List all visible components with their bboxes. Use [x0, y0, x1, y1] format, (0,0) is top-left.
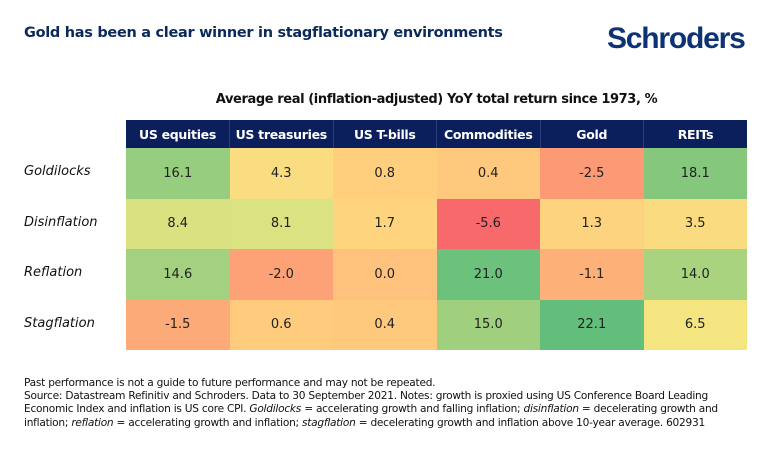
source-notes: Source: Datastream Refinitiv and Schrode…	[24, 390, 754, 430]
cell-goldilocks-us-equities: 16.1	[126, 148, 230, 199]
cell-disinflation-us-equities: 8.4	[126, 198, 230, 249]
cell-disinflation-gold: 1.3	[540, 198, 644, 249]
cell-disinflation-reits: 3.5	[643, 198, 747, 249]
cell-reflation-us-equities: 14.6	[126, 249, 230, 300]
row-stagflation: -1.5 0.6 0.4 15.0 22.1 6.5	[126, 299, 747, 350]
column-header-us-t-bills: US T-bills	[332, 120, 437, 148]
cell-goldilocks-us-t-bills: 0.8	[333, 148, 437, 199]
term-goldilocks: Goldilocks	[249, 403, 302, 416]
term-stagflation: stagflation	[301, 416, 356, 429]
cell-stagflation-reits: 6.5	[643, 299, 747, 350]
term-disinflation: disinflation	[523, 403, 580, 416]
cell-stagflation-gold: 22.1	[540, 299, 644, 350]
cell-goldilocks-commodities: 0.4	[436, 148, 540, 199]
footer-notes: Past performance is not a guide to futur…	[24, 377, 754, 430]
def-disinflation: = decelerating growth and inflation;	[24, 403, 718, 429]
row-reflation: 14.6 -2.0 0.0 21.0 -1.1 14.0	[126, 249, 747, 300]
cell-goldilocks-us-treasuries: 4.3	[229, 148, 333, 199]
heatmap-table: US equities US treasuries US T-bills Commod…	[126, 120, 747, 350]
page-title: Gold has been a clear winner in stagflat…	[24, 25, 503, 41]
row-goldilocks: 16.1 4.3 0.8 0.4 -2.5 18.1	[126, 148, 747, 199]
cell-stagflation-us-t-bills: 0.4	[333, 299, 437, 350]
cell-reflation-gold: -1.1	[540, 249, 644, 300]
row-label-reflation: Reflation	[24, 265, 83, 280]
row-label-disinflation: Disinflation	[24, 214, 98, 230]
source-text: Source: Datastream Refinitiv and Schrode…	[24, 390, 708, 416]
row-label-goldilocks: Goldilocks	[24, 164, 91, 179]
cell-disinflation-commodities: -5.6	[436, 198, 540, 249]
column-header-commodities: Commodities	[436, 120, 540, 148]
cell-goldilocks-gold: -2.5	[540, 148, 644, 199]
cell-reflation-us-t-bills: 0.0	[333, 249, 437, 300]
column-header-reits: REITs	[643, 120, 747, 148]
column-header-us-treasuries: US treasuries	[229, 120, 333, 148]
cell-reflation-reits: 14.0	[643, 249, 747, 300]
cell-stagflation-us-treasuries: 0.6	[229, 299, 333, 350]
disclaimer-text: Past performance is not a guide to futur…	[24, 377, 436, 389]
cell-reflation-us-treasuries: -2.0	[229, 249, 333, 300]
def-reflation: = accelerating growth and inflation;	[113, 416, 302, 429]
cell-disinflation-us-t-bills: 1.7	[333, 198, 437, 249]
cell-stagflation-commodities: 15.0	[436, 299, 540, 350]
column-header-row: US equities US treasuries US T-bills Commod…	[126, 120, 747, 148]
chart-title: Average real (inflation-adjusted) YoY to…	[215, 92, 658, 107]
column-header-us-equities: US equities	[126, 120, 230, 148]
column-header-gold: Gold	[539, 120, 644, 148]
term-reflation: reflation	[71, 416, 114, 429]
row-disinflation: 8.4 8.1 1.7 -5.6 1.3 3.5	[126, 198, 747, 249]
schroders-logo: Schroders	[607, 22, 746, 55]
cell-stagflation-us-equities: -1.5	[126, 299, 230, 350]
cell-goldilocks-reits: 18.1	[643, 148, 747, 199]
def-stagflation: = decelerating growth and inflation abov…	[355, 416, 706, 429]
row-label-stagflation: Stagflation	[24, 315, 95, 331]
def-goldilocks: = accelerating growth and falling inflat…	[301, 403, 524, 416]
cell-disinflation-us-treasuries: 8.1	[229, 198, 333, 249]
cell-reflation-commodities: 21.0	[436, 249, 540, 300]
